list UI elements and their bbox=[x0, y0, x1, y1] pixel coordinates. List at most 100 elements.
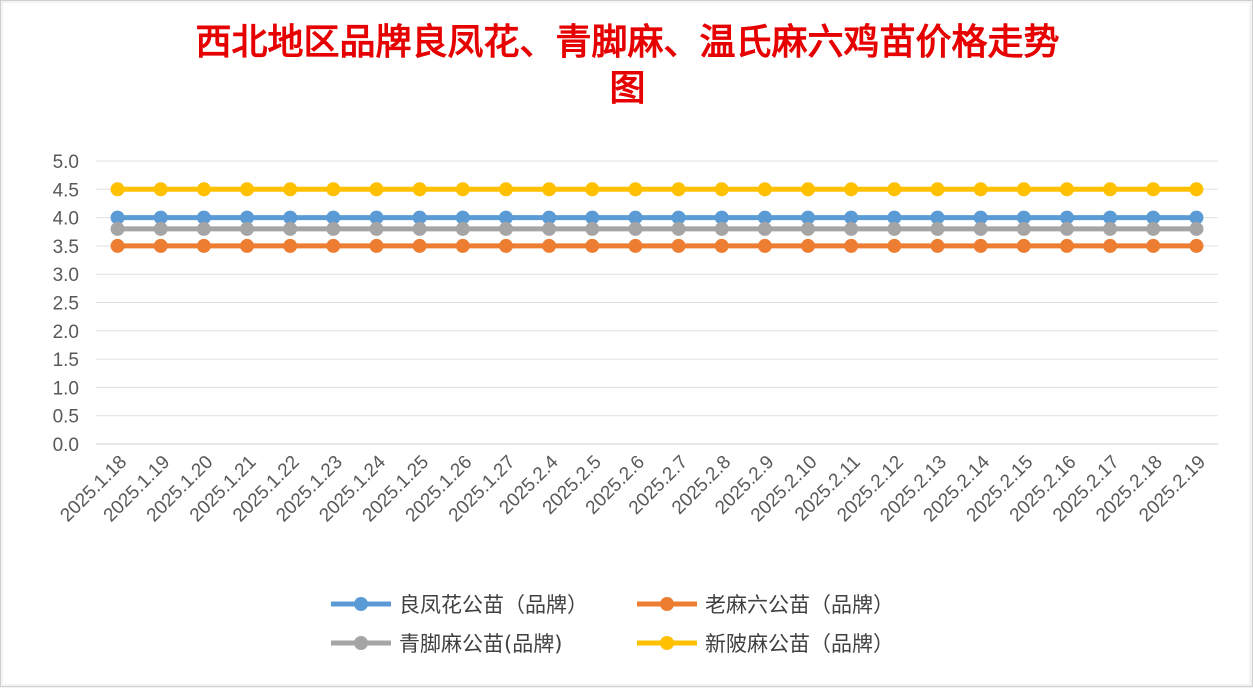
data-point bbox=[1146, 210, 1161, 225]
y-tick-label: 3.0 bbox=[53, 265, 79, 286]
data-point bbox=[585, 238, 600, 253]
data-point bbox=[283, 210, 298, 225]
data-point bbox=[412, 210, 427, 225]
data-point bbox=[153, 210, 168, 225]
legend-item: 老麻六公苗（品牌） bbox=[637, 593, 894, 617]
data-point bbox=[973, 182, 988, 197]
y-tick-label: 3.5 bbox=[53, 237, 79, 258]
data-point bbox=[110, 182, 125, 197]
y-tick-label: 5.0 bbox=[53, 152, 79, 173]
y-tick-label: 1.5 bbox=[53, 350, 79, 371]
series-2 bbox=[110, 238, 1204, 253]
data-point bbox=[455, 182, 470, 197]
data-point bbox=[240, 210, 255, 225]
data-point bbox=[757, 221, 772, 236]
series-1 bbox=[110, 210, 1204, 225]
legend-marker bbox=[354, 597, 368, 611]
data-point bbox=[455, 210, 470, 225]
legend-label: 新陂麻公苗（品牌） bbox=[705, 632, 894, 656]
data-point bbox=[326, 210, 341, 225]
data-point bbox=[1059, 182, 1074, 197]
chart-area bbox=[3, 3, 1249, 684]
data-point bbox=[153, 182, 168, 197]
chart-title-line-1: 西北地区品牌良凤花、青脚麻、温氏麻六鸡苗价格走势 bbox=[195, 21, 1060, 63]
series-3 bbox=[110, 221, 1204, 236]
data-point bbox=[671, 210, 686, 225]
data-point bbox=[1189, 182, 1204, 197]
series-4 bbox=[110, 182, 1204, 197]
data-point bbox=[1146, 238, 1161, 253]
data-point bbox=[542, 221, 557, 236]
data-point bbox=[498, 238, 513, 253]
data-point bbox=[887, 182, 902, 197]
y-tick-label: 4.5 bbox=[53, 180, 79, 201]
data-point bbox=[455, 238, 470, 253]
data-point bbox=[196, 221, 211, 236]
data-point bbox=[1059, 221, 1074, 236]
data-point bbox=[714, 182, 729, 197]
data-point bbox=[930, 182, 945, 197]
data-point bbox=[110, 238, 125, 253]
data-point bbox=[1146, 182, 1161, 197]
data-point bbox=[326, 221, 341, 236]
data-point bbox=[1103, 238, 1118, 253]
data-point bbox=[628, 182, 643, 197]
legend-marker bbox=[660, 636, 674, 650]
data-point bbox=[1016, 210, 1031, 225]
data-point bbox=[1059, 210, 1074, 225]
data-point bbox=[671, 238, 686, 253]
data-point bbox=[887, 221, 902, 236]
data-point bbox=[585, 182, 600, 197]
series-group bbox=[110, 182, 1204, 253]
data-point bbox=[369, 182, 384, 197]
data-point bbox=[498, 221, 513, 236]
data-point bbox=[757, 182, 772, 197]
data-point bbox=[930, 238, 945, 253]
data-point bbox=[628, 210, 643, 225]
legend-item: 新陂麻公苗（品牌） bbox=[637, 632, 894, 656]
data-point bbox=[283, 221, 298, 236]
data-point bbox=[1016, 182, 1031, 197]
data-point bbox=[973, 221, 988, 236]
data-point bbox=[887, 210, 902, 225]
data-point bbox=[1189, 210, 1204, 225]
data-point bbox=[973, 238, 988, 253]
data-point bbox=[1016, 221, 1031, 236]
data-point bbox=[930, 210, 945, 225]
data-point bbox=[714, 238, 729, 253]
data-point bbox=[110, 221, 125, 236]
legend-label: 良凤花公苗（品牌） bbox=[399, 593, 588, 617]
data-point bbox=[498, 182, 513, 197]
data-point bbox=[844, 210, 859, 225]
data-point bbox=[542, 182, 557, 197]
legend-item: 青脚麻公苗(品牌) bbox=[331, 632, 562, 656]
data-point bbox=[240, 221, 255, 236]
legend: 良凤花公苗（品牌） 老麻六公苗（品牌） 青脚麻公苗(品牌) 新陂麻公苗（品牌） bbox=[331, 593, 894, 656]
data-point bbox=[196, 182, 211, 197]
data-point bbox=[196, 238, 211, 253]
data-point bbox=[1103, 210, 1118, 225]
legend-marker bbox=[354, 636, 368, 650]
data-point bbox=[455, 221, 470, 236]
legend-marker bbox=[660, 597, 674, 611]
data-point bbox=[1146, 221, 1161, 236]
data-point bbox=[671, 221, 686, 236]
data-point bbox=[412, 221, 427, 236]
data-point bbox=[369, 210, 384, 225]
data-point bbox=[240, 182, 255, 197]
data-point bbox=[801, 238, 816, 253]
data-point bbox=[542, 238, 557, 253]
data-point bbox=[498, 210, 513, 225]
data-point bbox=[240, 238, 255, 253]
data-point bbox=[714, 221, 729, 236]
y-tick-label: 2.5 bbox=[53, 294, 79, 315]
data-point bbox=[628, 221, 643, 236]
data-point bbox=[844, 221, 859, 236]
data-point bbox=[1189, 238, 1204, 253]
data-point bbox=[153, 221, 168, 236]
data-point bbox=[973, 210, 988, 225]
gridlines bbox=[96, 160, 1218, 445]
data-point bbox=[412, 182, 427, 197]
data-point bbox=[714, 210, 729, 225]
